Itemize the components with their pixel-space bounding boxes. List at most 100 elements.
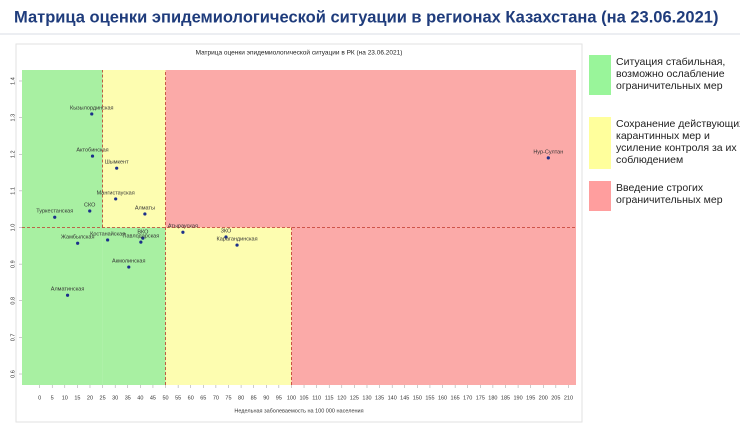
point <box>76 241 80 245</box>
x-tick-label: 200 <box>539 395 548 401</box>
legend-swatch <box>589 181 611 211</box>
point <box>224 235 228 239</box>
point-label: ЗКО <box>221 228 232 234</box>
x-tick-label: 10 <box>62 395 68 401</box>
x-tick-label: 85 <box>251 395 257 401</box>
y-tick-label: 0.9 <box>10 260 16 268</box>
x-tick-label: 105 <box>299 395 308 401</box>
x-tick-label: 160 <box>438 395 447 401</box>
x-tick-label: 15 <box>74 395 80 401</box>
x-tick-label: 195 <box>526 395 535 401</box>
legend-swatch <box>589 55 611 95</box>
x-tick-label: 95 <box>276 395 282 401</box>
x-tick-label: 0 <box>38 395 41 401</box>
legend-text: соблюдением <box>616 154 683 166</box>
point-label: Атырауская <box>168 224 198 230</box>
legend-text: карантинных мер и <box>616 130 710 142</box>
x-tick-label: 140 <box>388 395 397 401</box>
point-label: СКО <box>84 202 96 208</box>
y-tick-label: 0.6 <box>10 370 16 378</box>
x-tick-label: 130 <box>362 395 371 401</box>
x-tick-label: 210 <box>564 395 573 401</box>
y-tick-label: 1.3 <box>10 114 16 122</box>
y-tick-label: 1.2 <box>10 150 16 158</box>
point-label: Мангистауская <box>97 190 135 196</box>
x-tick-label: 110 <box>312 395 321 401</box>
point-label: Шымкент <box>105 160 129 166</box>
y-tick-label: 1.4 <box>10 77 16 85</box>
x-tick-label: 125 <box>350 395 359 401</box>
x-tick-label: 25 <box>100 395 106 401</box>
y-tick-label: 0.8 <box>10 297 16 305</box>
point <box>546 156 550 160</box>
zone <box>102 70 166 228</box>
point-label: Костанайская <box>90 230 125 237</box>
point-label: Нур-Султан <box>533 149 563 155</box>
legend-text: Введение строгих <box>616 182 704 194</box>
point <box>53 215 57 219</box>
legend-text: ограничительных мер <box>616 194 723 206</box>
point-label: Павлодарская <box>123 234 160 240</box>
legend-text: ограничительных мер <box>616 80 723 92</box>
x-tick-label: 60 <box>188 395 194 401</box>
x-tick-label: 45 <box>150 395 156 401</box>
point-label: Кызылординская <box>70 105 114 111</box>
x-tick-label: 205 <box>551 395 560 401</box>
point <box>139 240 143 244</box>
point <box>90 112 94 116</box>
x-tick-label: 80 <box>238 395 244 401</box>
point-label: Туркестанская <box>36 209 73 215</box>
zone <box>291 227 576 385</box>
point <box>65 293 70 297</box>
x-tick-label: 120 <box>337 395 346 401</box>
page-title: Матрица оценки эпидемиологической ситуац… <box>14 8 718 26</box>
point <box>115 166 119 170</box>
y-tick-label: 1.0 <box>10 224 16 232</box>
point-label: Алматинская <box>51 287 85 293</box>
legend-swatch <box>589 117 611 169</box>
x-tick-label: 5 <box>51 395 54 401</box>
point-label: Жамбылская <box>61 235 95 241</box>
x-tick-label: 70 <box>213 395 219 401</box>
x-tick-label: 55 <box>175 395 181 401</box>
x-tick-label: 135 <box>375 395 384 401</box>
x-tick-label: 50 <box>162 395 168 401</box>
point <box>114 197 118 201</box>
x-tick-label: 185 <box>501 395 510 401</box>
zone <box>102 227 166 385</box>
point <box>88 209 92 213</box>
x-tick-label: 115 <box>325 395 334 401</box>
x-tick-label: 180 <box>488 395 497 401</box>
x-tick-label: 170 <box>463 395 472 401</box>
point-label: Актобинская <box>76 148 108 154</box>
chart-title: Матрица оценки эпидемиологической ситуац… <box>196 49 403 57</box>
legend-text: Сохранение действующих <box>616 118 740 130</box>
point <box>106 238 110 242</box>
x-tick-label: 75 <box>225 395 231 401</box>
point <box>127 265 131 269</box>
x-tick-label: 90 <box>263 395 269 401</box>
legend-text: Ситуация стабильная, <box>616 56 725 68</box>
x-tick-label: 155 <box>425 395 434 401</box>
y-tick-label: 0.7 <box>10 334 16 342</box>
x-tick-label: 145 <box>400 395 409 401</box>
legend-text: усиление контроля за их <box>616 142 737 154</box>
point-label: Акмолинская <box>112 259 145 265</box>
point <box>90 154 95 158</box>
point-label: ВКО <box>137 230 149 236</box>
y-tick-label: 1.1 <box>10 187 16 195</box>
x-tick-label: 40 <box>137 395 143 401</box>
x-tick-label: 20 <box>87 395 93 401</box>
x-tick-label: 100 <box>287 395 296 401</box>
point-label: Алматы <box>135 205 155 211</box>
x-tick-label: 165 <box>451 395 460 401</box>
x-tick-label: 65 <box>200 395 206 401</box>
point <box>143 212 147 216</box>
zone <box>165 227 292 385</box>
x-tick-label: 190 <box>513 395 522 401</box>
x-tick-label: 150 <box>413 395 422 401</box>
x-axis-title: Недельная заболеваемость на 100 000 насе… <box>234 408 363 414</box>
legend-text: возможно ослабление <box>616 68 725 80</box>
point <box>235 243 239 247</box>
